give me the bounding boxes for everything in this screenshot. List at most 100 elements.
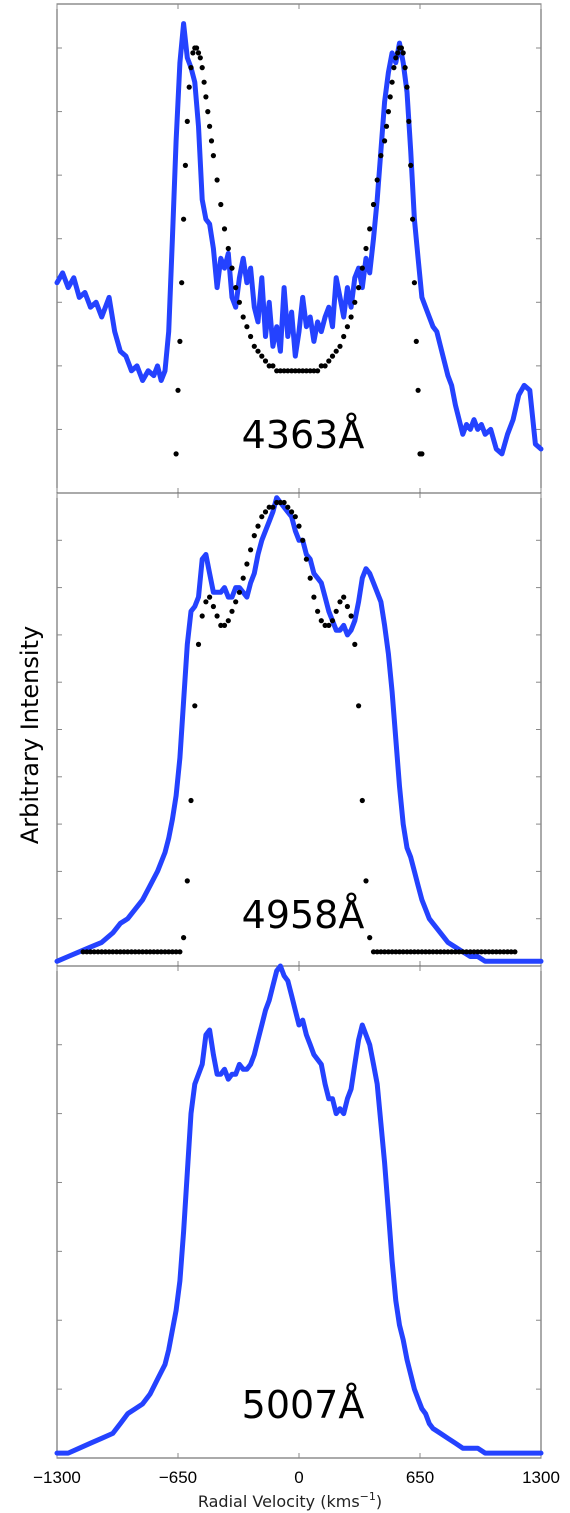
model-point (452, 949, 458, 955)
model-point (400, 949, 406, 955)
model-point (281, 368, 287, 374)
model-point (363, 245, 369, 252)
model-point (177, 949, 183, 955)
model-point (396, 949, 403, 955)
model-point (300, 537, 306, 543)
model-point (385, 949, 391, 955)
model-point (356, 285, 362, 291)
model-point (341, 333, 347, 340)
model-point (208, 138, 215, 144)
model-point (154, 949, 161, 955)
model-point (221, 226, 228, 232)
panel-label: 4958Å (242, 893, 365, 937)
model-point (326, 622, 332, 629)
x-tick-label: 650 (406, 1468, 434, 1487)
model-point (456, 949, 462, 955)
model-point (307, 368, 313, 374)
model-point (367, 226, 373, 232)
model-point (233, 599, 239, 605)
model-point (262, 509, 269, 515)
model-point (207, 123, 213, 129)
model-point (166, 949, 172, 955)
model-point (259, 514, 265, 520)
model-point (497, 949, 503, 955)
model-point (201, 79, 207, 85)
model-point (387, 94, 393, 100)
model-point (329, 353, 336, 359)
model-point (251, 533, 257, 539)
model-point (289, 509, 295, 515)
model-point (147, 949, 153, 955)
model-point (188, 797, 194, 804)
x-tick-label: 0 (294, 1468, 303, 1487)
model-point (218, 201, 224, 208)
model-point (311, 594, 317, 600)
model-point (173, 451, 179, 457)
model-point (300, 368, 306, 374)
model-point (391, 65, 397, 71)
model-point (402, 65, 408, 71)
observed-line (54, 963, 544, 1456)
model-point (184, 118, 190, 124)
model-point (192, 703, 198, 709)
model-point (344, 324, 350, 330)
model-point (292, 514, 298, 520)
model-point (419, 451, 425, 457)
model-point (117, 949, 123, 955)
model-point (102, 949, 108, 955)
model-point (199, 65, 205, 71)
model-point (508, 949, 514, 955)
model-point (318, 363, 324, 369)
model-point (356, 703, 362, 709)
model-point (441, 949, 447, 955)
model-point (270, 504, 276, 510)
model-point (410, 216, 416, 222)
model-point (449, 949, 455, 955)
observed-line (54, 495, 544, 964)
model-point (84, 949, 90, 955)
panel-4958: 4958Å (54, 492, 544, 967)
model-point (493, 949, 499, 955)
model-point (359, 265, 365, 271)
model-point (207, 594, 213, 600)
observed-line (54, 21, 544, 457)
model-point (404, 84, 410, 90)
y-axis-label: Arbitrary Intensity (16, 626, 44, 844)
model-point (87, 949, 94, 955)
model-point (125, 949, 131, 955)
model-point (463, 949, 470, 955)
model-point (367, 935, 373, 941)
model-point (374, 949, 380, 955)
model-point (179, 280, 185, 286)
model-point (203, 599, 209, 605)
model-point (277, 499, 283, 506)
model-point (210, 603, 216, 610)
model-point (423, 949, 429, 955)
model-point (333, 608, 339, 614)
model-point (244, 324, 250, 330)
model-point (460, 949, 466, 955)
x-axis: −1300 −650 0 650 1300 (33, 1468, 560, 1487)
model-point (478, 949, 484, 955)
model-point (303, 368, 309, 374)
model-point (195, 641, 202, 648)
model-point (91, 949, 97, 955)
model-point (311, 368, 317, 374)
model-point (344, 603, 350, 610)
model-point (292, 368, 298, 374)
model-point (274, 499, 280, 506)
model-point (143, 949, 149, 955)
model-point (363, 878, 369, 884)
model-point (285, 368, 291, 374)
model-point (190, 50, 196, 56)
model-point (475, 949, 481, 955)
model-point (296, 368, 302, 374)
model-point (158, 949, 164, 955)
model-point (383, 123, 390, 129)
model-point (341, 594, 347, 600)
model-point (370, 201, 377, 208)
model-point (408, 949, 414, 955)
model-point (195, 50, 202, 56)
model-point (262, 358, 269, 364)
